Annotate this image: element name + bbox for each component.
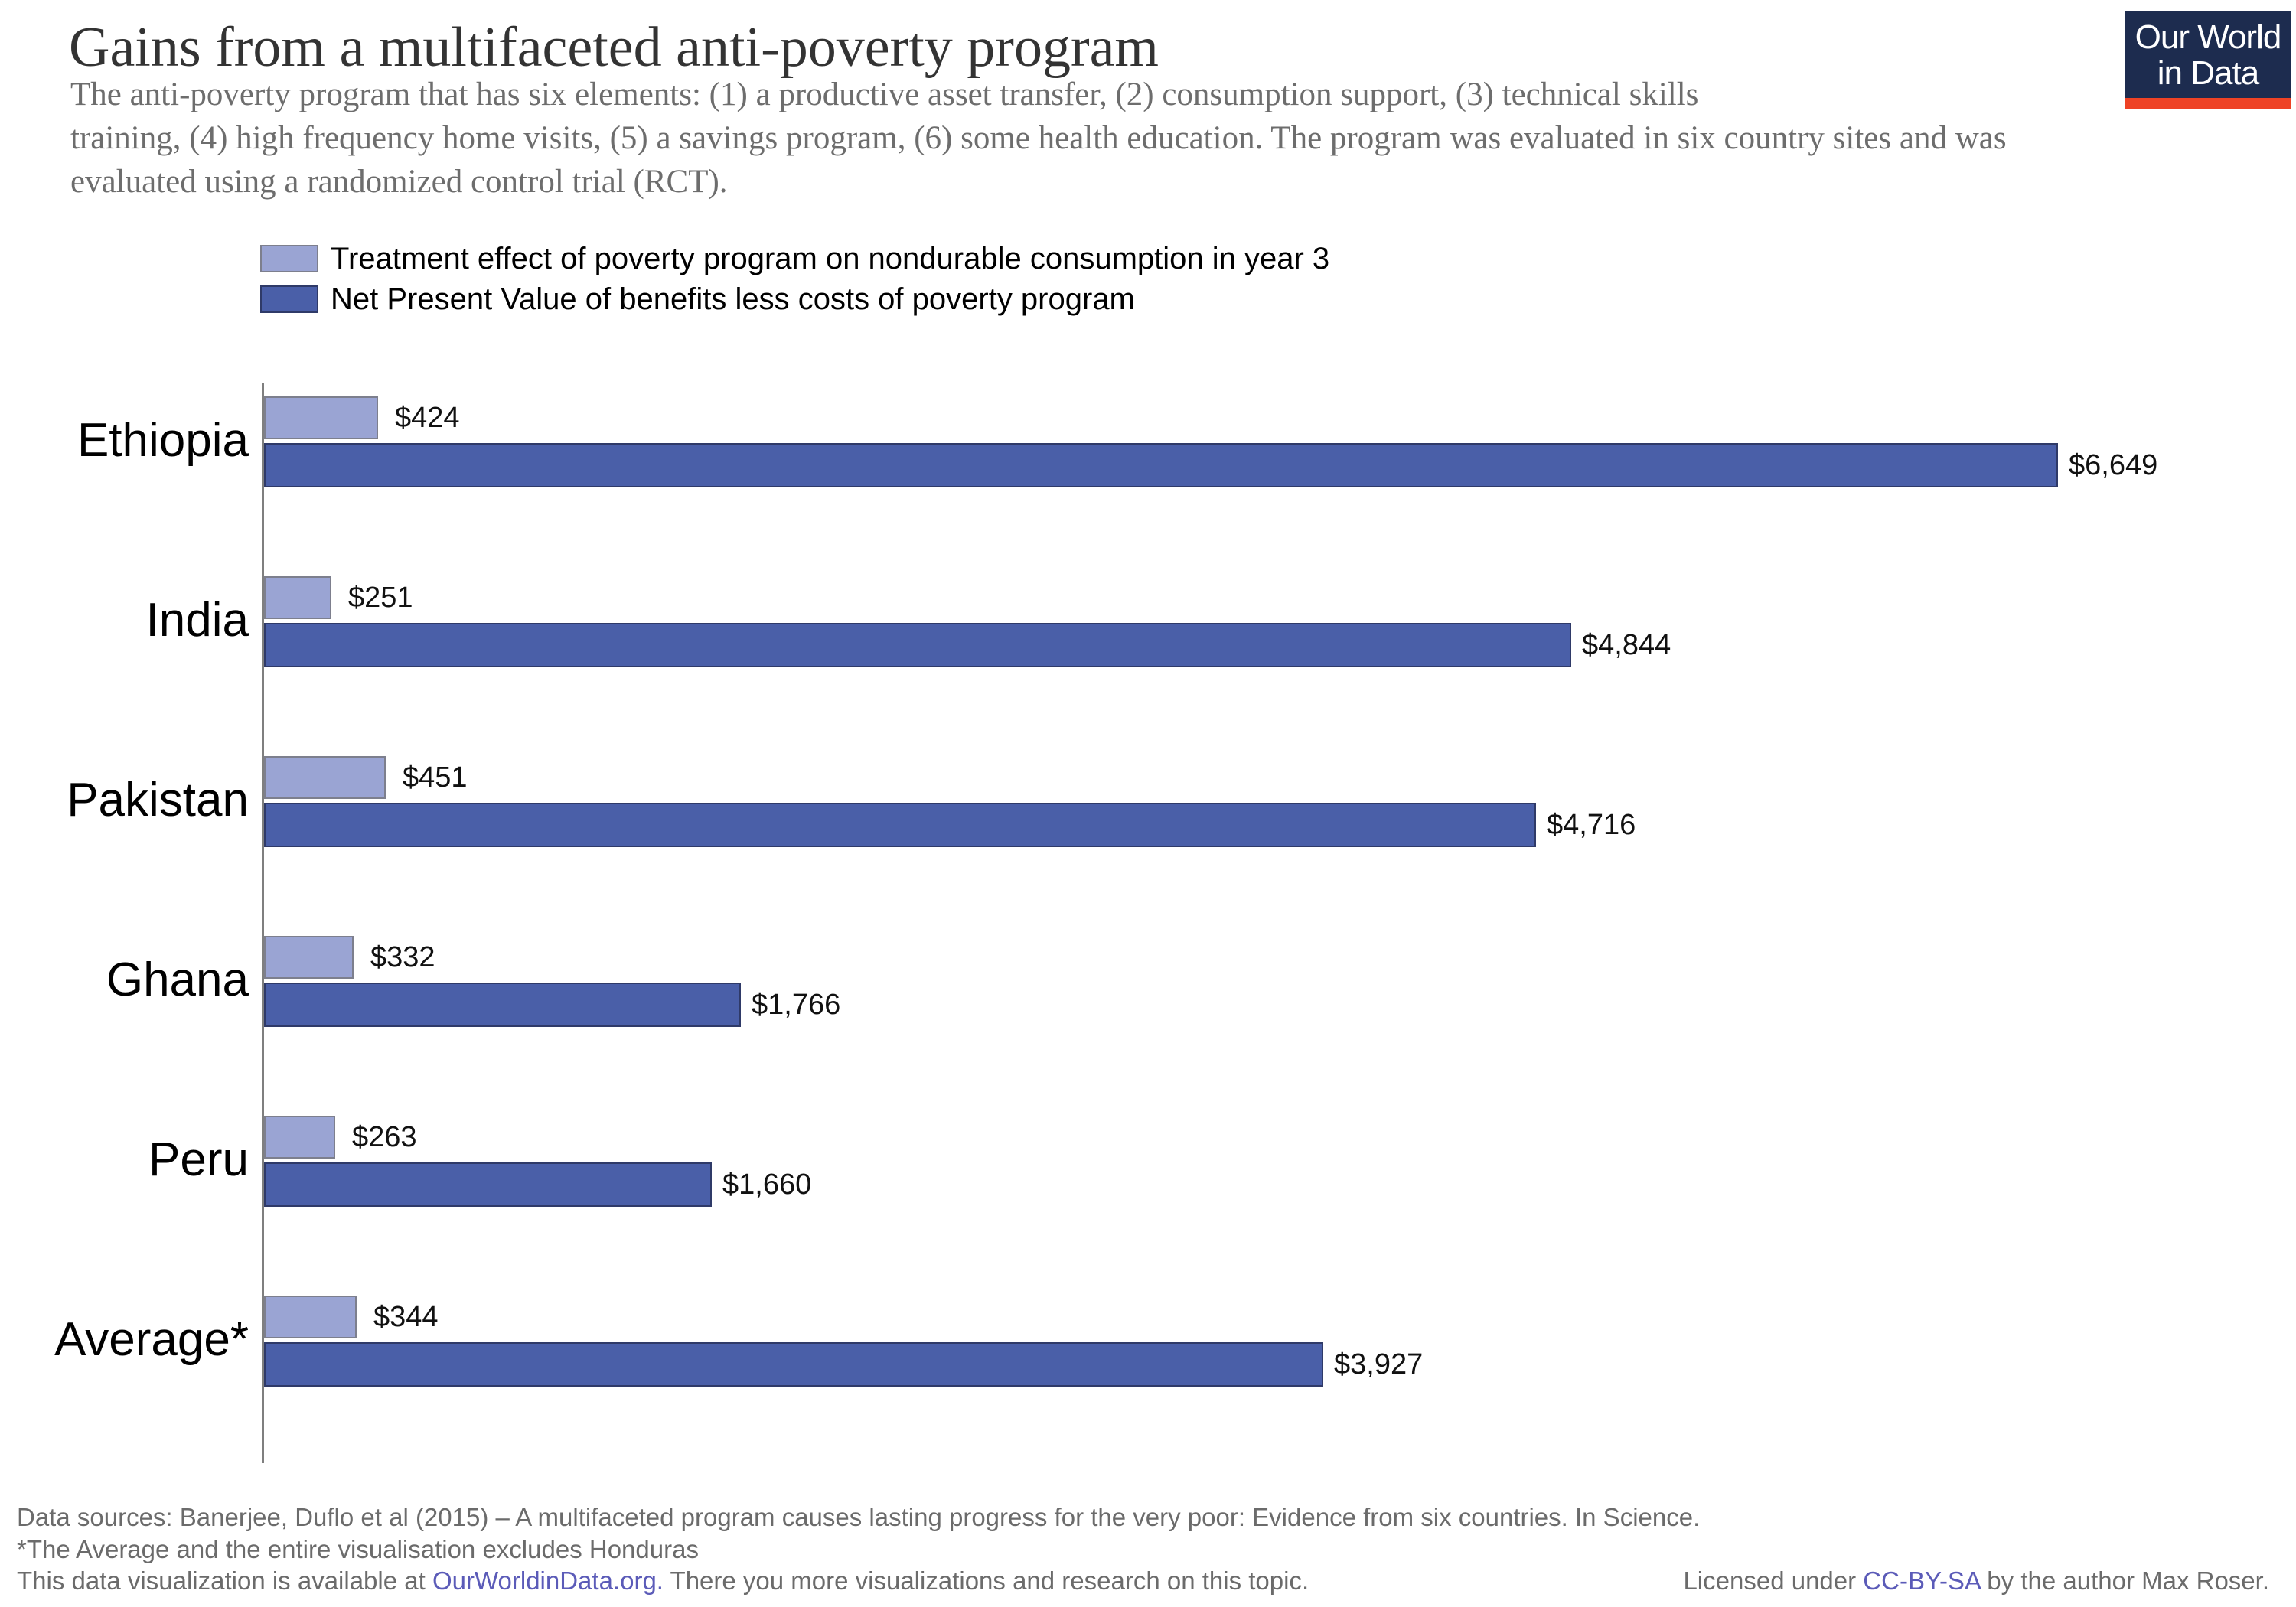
treatment-effect-bar-average [264, 1296, 357, 1338]
treatment-effect-bar-india [264, 576, 331, 619]
country-label-india: India [145, 594, 249, 647]
npv-bar-ethiopia [264, 443, 2058, 487]
npv-bar-average [264, 1342, 1323, 1387]
subtitle-line-2: training, (4) high frequency home visits… [70, 120, 2007, 156]
footer-availability-pre: This data visualization is available at [17, 1566, 432, 1595]
owid-logo-accent-bar [2125, 98, 2291, 109]
country-label-pakistan: Pakistan [67, 774, 249, 826]
legend-item-treatment-effect: Treatment effect of poverty program on n… [260, 242, 1329, 275]
owid-logo-line-1: Our World [2135, 18, 2282, 56]
subtitle-line-3: evaluated using a randomized control tri… [70, 164, 728, 200]
treatment-effect-value-india: $251 [348, 582, 413, 614]
npv-value-ghana: $1,766 [752, 989, 841, 1021]
y-axis-line [262, 383, 264, 1463]
footer-availability: This data visualization is available at … [17, 1565, 1309, 1597]
footer-average-note: *The Average and the entire visualisatio… [17, 1535, 699, 1563]
cc-by-sa-link[interactable]: CC-BY-SA [1863, 1566, 1981, 1595]
treatment-effect-bar-peru [264, 1116, 335, 1159]
legend-item-npv: Net Present Value of benefits less costs… [260, 282, 1135, 316]
license-pre: Licensed under [1683, 1566, 1864, 1595]
npv-value-pakistan: $4,716 [1547, 809, 1636, 841]
treatment-effect-bar-pakistan [264, 756, 386, 799]
npv-value-ethiopia: $6,649 [2069, 449, 2158, 481]
npv-legend-label: Net Present Value of benefits less costs… [331, 282, 1135, 316]
treatment-effect-swatch [260, 245, 318, 272]
treatment-effect-bar-ghana [264, 936, 354, 979]
subtitle-line-1: The anti-poverty program that has six el… [70, 77, 1699, 112]
country-label-ethiopia: Ethiopia [77, 414, 249, 467]
country-label-ghana: Ghana [106, 953, 249, 1006]
treatment-effect-legend-label: Treatment effect of poverty program on n… [331, 242, 1330, 275]
footer-data-sources: Data sources: Banerjee, Duflo et al (201… [17, 1503, 1701, 1531]
npv-bar-ghana [264, 983, 741, 1027]
npv-bar-peru [264, 1162, 712, 1207]
license-post: by the author Max Roser. [1980, 1566, 2269, 1595]
treatment-effect-bar-ethiopia [264, 396, 378, 439]
npv-swatch [260, 285, 318, 313]
footer-license: Licensed under CC-BY-SA by the author Ma… [1683, 1565, 2269, 1597]
owid-logo-line-2: in Data [2157, 54, 2259, 92]
treatment-effect-value-pakistan: $451 [403, 761, 468, 794]
npv-value-average: $3,927 [1334, 1348, 1424, 1380]
owid-org-link[interactable]: OurWorldinData.org. [432, 1566, 664, 1595]
npv-bar-india [264, 623, 1571, 667]
owid-logo-text: Our World in Data [2125, 11, 2291, 98]
page-title: Gains from a multifaceted anti-poverty p… [69, 16, 1159, 79]
npv-value-peru: $1,660 [722, 1169, 812, 1201]
country-label-average: Average* [54, 1313, 249, 1366]
treatment-effect-value-ghana: $332 [370, 941, 435, 973]
treatment-effect-value-peru: $263 [352, 1121, 417, 1153]
treatment-effect-value-ethiopia: $424 [395, 402, 460, 434]
country-label-peru: Peru [148, 1133, 249, 1186]
owid-logo: Our World in Data [2125, 11, 2291, 109]
npv-value-india: $4,844 [1582, 629, 1671, 661]
chart-subtitle: The anti-poverty program that has six el… [70, 73, 2007, 204]
npv-bar-pakistan [264, 803, 1536, 847]
treatment-effect-value-average: $344 [373, 1301, 439, 1333]
footer-availability-post: There you more visualizations and resear… [663, 1566, 1309, 1595]
